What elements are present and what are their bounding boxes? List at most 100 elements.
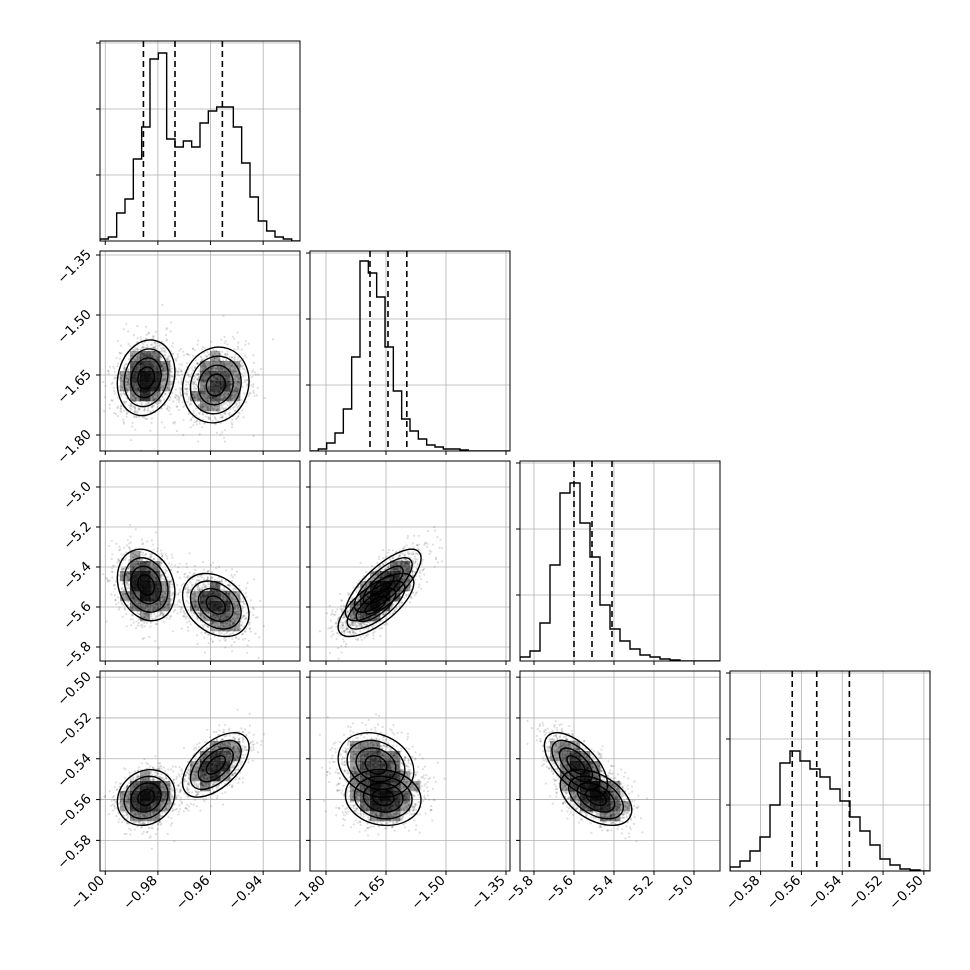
sample-point xyxy=(128,572,131,576)
density-cell xyxy=(150,371,161,382)
sample-point xyxy=(200,390,203,393)
sample-point xyxy=(229,632,232,635)
sample-point xyxy=(131,348,135,351)
sample-point xyxy=(161,553,164,556)
sample-point xyxy=(106,578,109,581)
sample-point xyxy=(236,380,240,383)
sample-point xyxy=(135,348,139,351)
sample-point xyxy=(146,403,149,406)
sample-point xyxy=(223,394,226,398)
sample-point xyxy=(206,570,209,573)
sample-point xyxy=(163,362,166,365)
sample-point xyxy=(161,594,164,597)
sample-point xyxy=(197,612,200,615)
sample-point xyxy=(171,556,174,559)
sample-point xyxy=(151,397,154,400)
sample-point xyxy=(222,367,225,370)
sample-point xyxy=(259,599,262,603)
sample-point xyxy=(203,636,206,639)
sample-point xyxy=(190,372,193,375)
sample-point xyxy=(164,349,167,352)
sample-point xyxy=(196,372,199,375)
sample-point xyxy=(194,381,197,384)
sample-point xyxy=(166,386,169,389)
sample-point xyxy=(177,566,180,569)
sample-point xyxy=(202,357,205,360)
sample-point xyxy=(104,396,107,399)
sample-point xyxy=(216,358,219,361)
sample-point xyxy=(238,404,241,407)
sample-point xyxy=(125,376,128,379)
sample-point xyxy=(224,368,227,371)
sample-point xyxy=(216,622,219,625)
sample-point xyxy=(217,400,220,403)
sample-point xyxy=(157,647,160,650)
sample-point xyxy=(193,451,195,453)
sample-point xyxy=(154,616,157,619)
sample-point xyxy=(121,574,124,577)
sample-point xyxy=(139,348,142,351)
sample-point xyxy=(168,597,171,600)
sample-point xyxy=(127,572,130,575)
sample-point xyxy=(141,345,145,349)
sample-point xyxy=(229,383,232,386)
sample-point xyxy=(193,378,196,381)
sample-point xyxy=(120,385,123,388)
sample-point xyxy=(195,606,198,609)
sample-point xyxy=(172,352,175,355)
sample-point xyxy=(194,605,197,608)
sample-point xyxy=(138,408,141,412)
sample-point xyxy=(164,354,167,357)
sample-point xyxy=(198,612,201,615)
sample-point xyxy=(154,564,157,568)
sample-point xyxy=(232,371,235,374)
sample-point xyxy=(129,541,132,544)
sample-point xyxy=(235,392,239,395)
sample-point xyxy=(126,583,129,586)
sample-point xyxy=(118,549,121,552)
sample-point xyxy=(189,607,192,610)
sample-point xyxy=(186,621,189,624)
sample-point xyxy=(223,633,226,636)
sample-point xyxy=(115,357,118,360)
sample-point xyxy=(141,558,144,561)
sample-point xyxy=(160,562,163,565)
sample-point xyxy=(213,625,216,628)
density-cell xyxy=(140,361,151,372)
sample-point xyxy=(232,623,235,626)
sample-point xyxy=(225,402,228,405)
sample-point xyxy=(225,359,228,362)
sample-point xyxy=(161,379,164,382)
sample-point xyxy=(210,576,213,579)
sample-point xyxy=(212,407,215,411)
sample-point xyxy=(171,345,174,348)
sample-point xyxy=(225,393,228,396)
sample-point xyxy=(246,651,249,654)
sample-point xyxy=(202,405,205,408)
sample-point xyxy=(169,599,172,602)
sample-point xyxy=(242,602,245,606)
sample-point xyxy=(143,616,146,619)
sample-point xyxy=(143,625,146,628)
sample-point xyxy=(206,398,209,401)
sample-point xyxy=(186,353,189,356)
sample-point xyxy=(206,589,209,592)
sample-point xyxy=(131,405,134,408)
sample-point xyxy=(145,617,148,620)
sample-point xyxy=(220,407,223,410)
sample-point xyxy=(175,370,178,373)
sample-point xyxy=(162,599,165,602)
sample-point xyxy=(233,629,236,633)
sample-point xyxy=(160,365,163,368)
sample-point xyxy=(219,433,222,436)
sample-point xyxy=(125,380,128,383)
sample-point xyxy=(137,618,140,621)
sample-point xyxy=(110,382,113,385)
sample-point xyxy=(174,564,177,567)
sample-point xyxy=(235,613,238,616)
sample-point xyxy=(182,405,185,409)
sample-point xyxy=(244,592,247,595)
sample-point xyxy=(222,314,225,317)
sample-point xyxy=(196,608,199,611)
sample-point xyxy=(234,617,237,620)
